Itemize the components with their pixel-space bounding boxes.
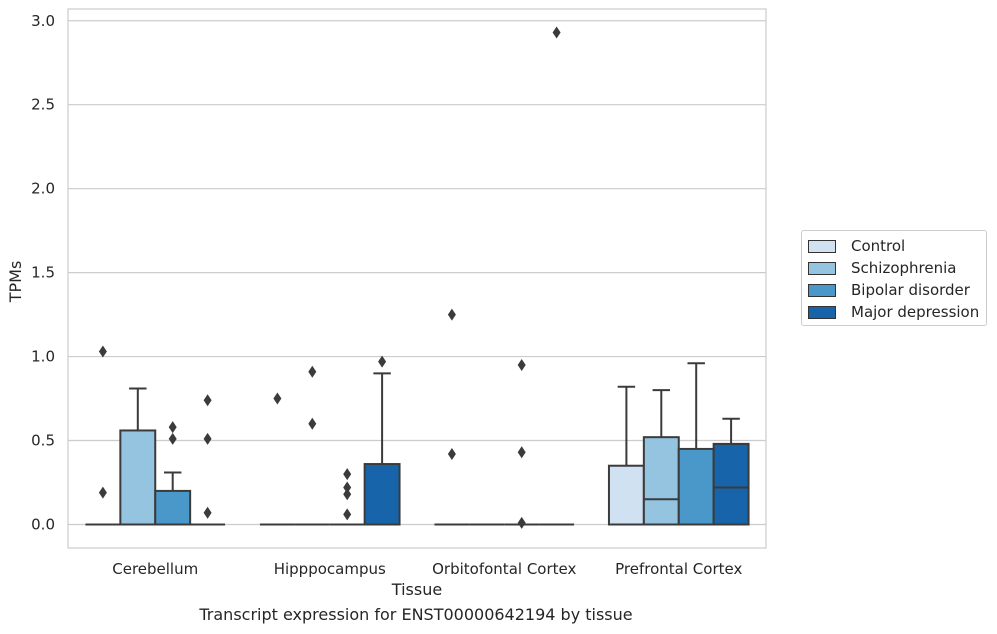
box-control-cerebellum-outlier <box>98 345 107 358</box>
legend-label-control: Control <box>851 237 906 255</box>
box-major-depression-cerebellum-outlier <box>203 432 212 445</box>
box-schizophrenia-prefrontal-cortex <box>642 436 680 526</box>
x-tick-label: Prefrontal Cortex <box>615 560 742 578</box>
legend-label-major-depression: Major depression <box>851 303 980 321</box>
box-bipolar-disorder-hipppocampus-outlier <box>343 488 352 501</box>
legend-item-bipolar-disorder: Bipolar disorder <box>808 280 970 300</box>
box-bipolar-disorder-prefrontal-cortex <box>677 447 715 526</box>
legend: Control Schizophrenia Bipolar disorder M… <box>801 230 987 326</box>
y-tick-label: 0.5 <box>31 432 55 450</box>
box-major-depression-cerebellum-outlier <box>203 394 212 407</box>
y-tick-label: 0.0 <box>31 515 55 533</box>
box-schizophrenia-hipppocampus-outlier <box>308 365 317 378</box>
legend-item-major-depression: Major depression <box>808 302 979 322</box>
box-bipolar-disorder-orbitofontal-cortex-outlier <box>517 516 526 529</box>
box-control-cerebellum-outlier <box>98 486 107 499</box>
box-bipolar-disorder-cerebellum <box>154 489 192 526</box>
legend-swatch-schizophrenia <box>808 261 836 275</box>
x-axis-label: Tissue <box>391 580 442 599</box>
legend-item-control: Control <box>808 236 905 256</box>
box-bipolar-disorder-cerebellum-outlier <box>168 432 177 445</box>
box-control-orbitofontal-cortex-outlier <box>447 447 456 460</box>
y-tick-label: 2.5 <box>31 96 55 114</box>
y-tick-label: 1.0 <box>31 348 55 366</box>
box-bipolar-disorder-orbitofontal-cortex-outlier <box>517 358 526 371</box>
box-major-depression-orbitofontal-cortex-outlier <box>552 26 561 39</box>
x-tick-label: Cerebellum <box>112 560 198 578</box>
y-tick-label: 2.0 <box>31 180 55 198</box>
box-major-depression-hipppocampus-outlier <box>378 355 387 368</box>
box-major-depression-hipppocampus <box>363 463 401 526</box>
chart-title: Transcript expression for ENST0000064219… <box>199 605 633 624</box>
y-axis-label: TPMs <box>6 261 25 304</box>
x-tick-label: Hipppocampus <box>274 560 386 578</box>
box-bipolar-disorder-orbitofontal-cortex-outlier <box>517 446 526 459</box>
box-schizophrenia-hipppocampus-outlier <box>308 417 317 430</box>
box-schizophrenia-cerebellum <box>119 429 157 526</box>
legend-item-schizophrenia: Schizophrenia <box>808 258 956 278</box>
legend-swatch-control <box>808 239 836 253</box>
legend-label-schizophrenia: Schizophrenia <box>851 259 957 277</box>
box-major-depression-cerebellum-outlier <box>203 506 212 519</box>
box-control-prefrontal-cortex <box>607 464 645 526</box>
legend-label-bipolar-disorder: Bipolar disorder <box>851 281 970 299</box>
box-bipolar-disorder-cerebellum-outlier <box>168 421 177 434</box>
legend-swatch-bipolar-disorder <box>808 283 836 297</box>
box-bipolar-disorder-hipppocampus-outlier <box>343 481 352 494</box>
legend-swatch-major-depression <box>808 305 836 319</box>
box-control-hipppocampus-outlier <box>273 392 282 405</box>
y-tick-label: 1.5 <box>31 264 55 282</box>
box-bipolar-disorder-hipppocampus-outlier <box>343 468 352 481</box>
box-bipolar-disorder-hipppocampus-outlier <box>343 508 352 521</box>
y-tick-label: 3.0 <box>31 12 55 30</box>
x-tick-label: Orbitofontal Cortex <box>432 560 576 578</box>
box-control-orbitofontal-cortex-outlier <box>447 308 456 321</box>
box-major-depression-prefrontal-cortex <box>712 442 750 526</box>
